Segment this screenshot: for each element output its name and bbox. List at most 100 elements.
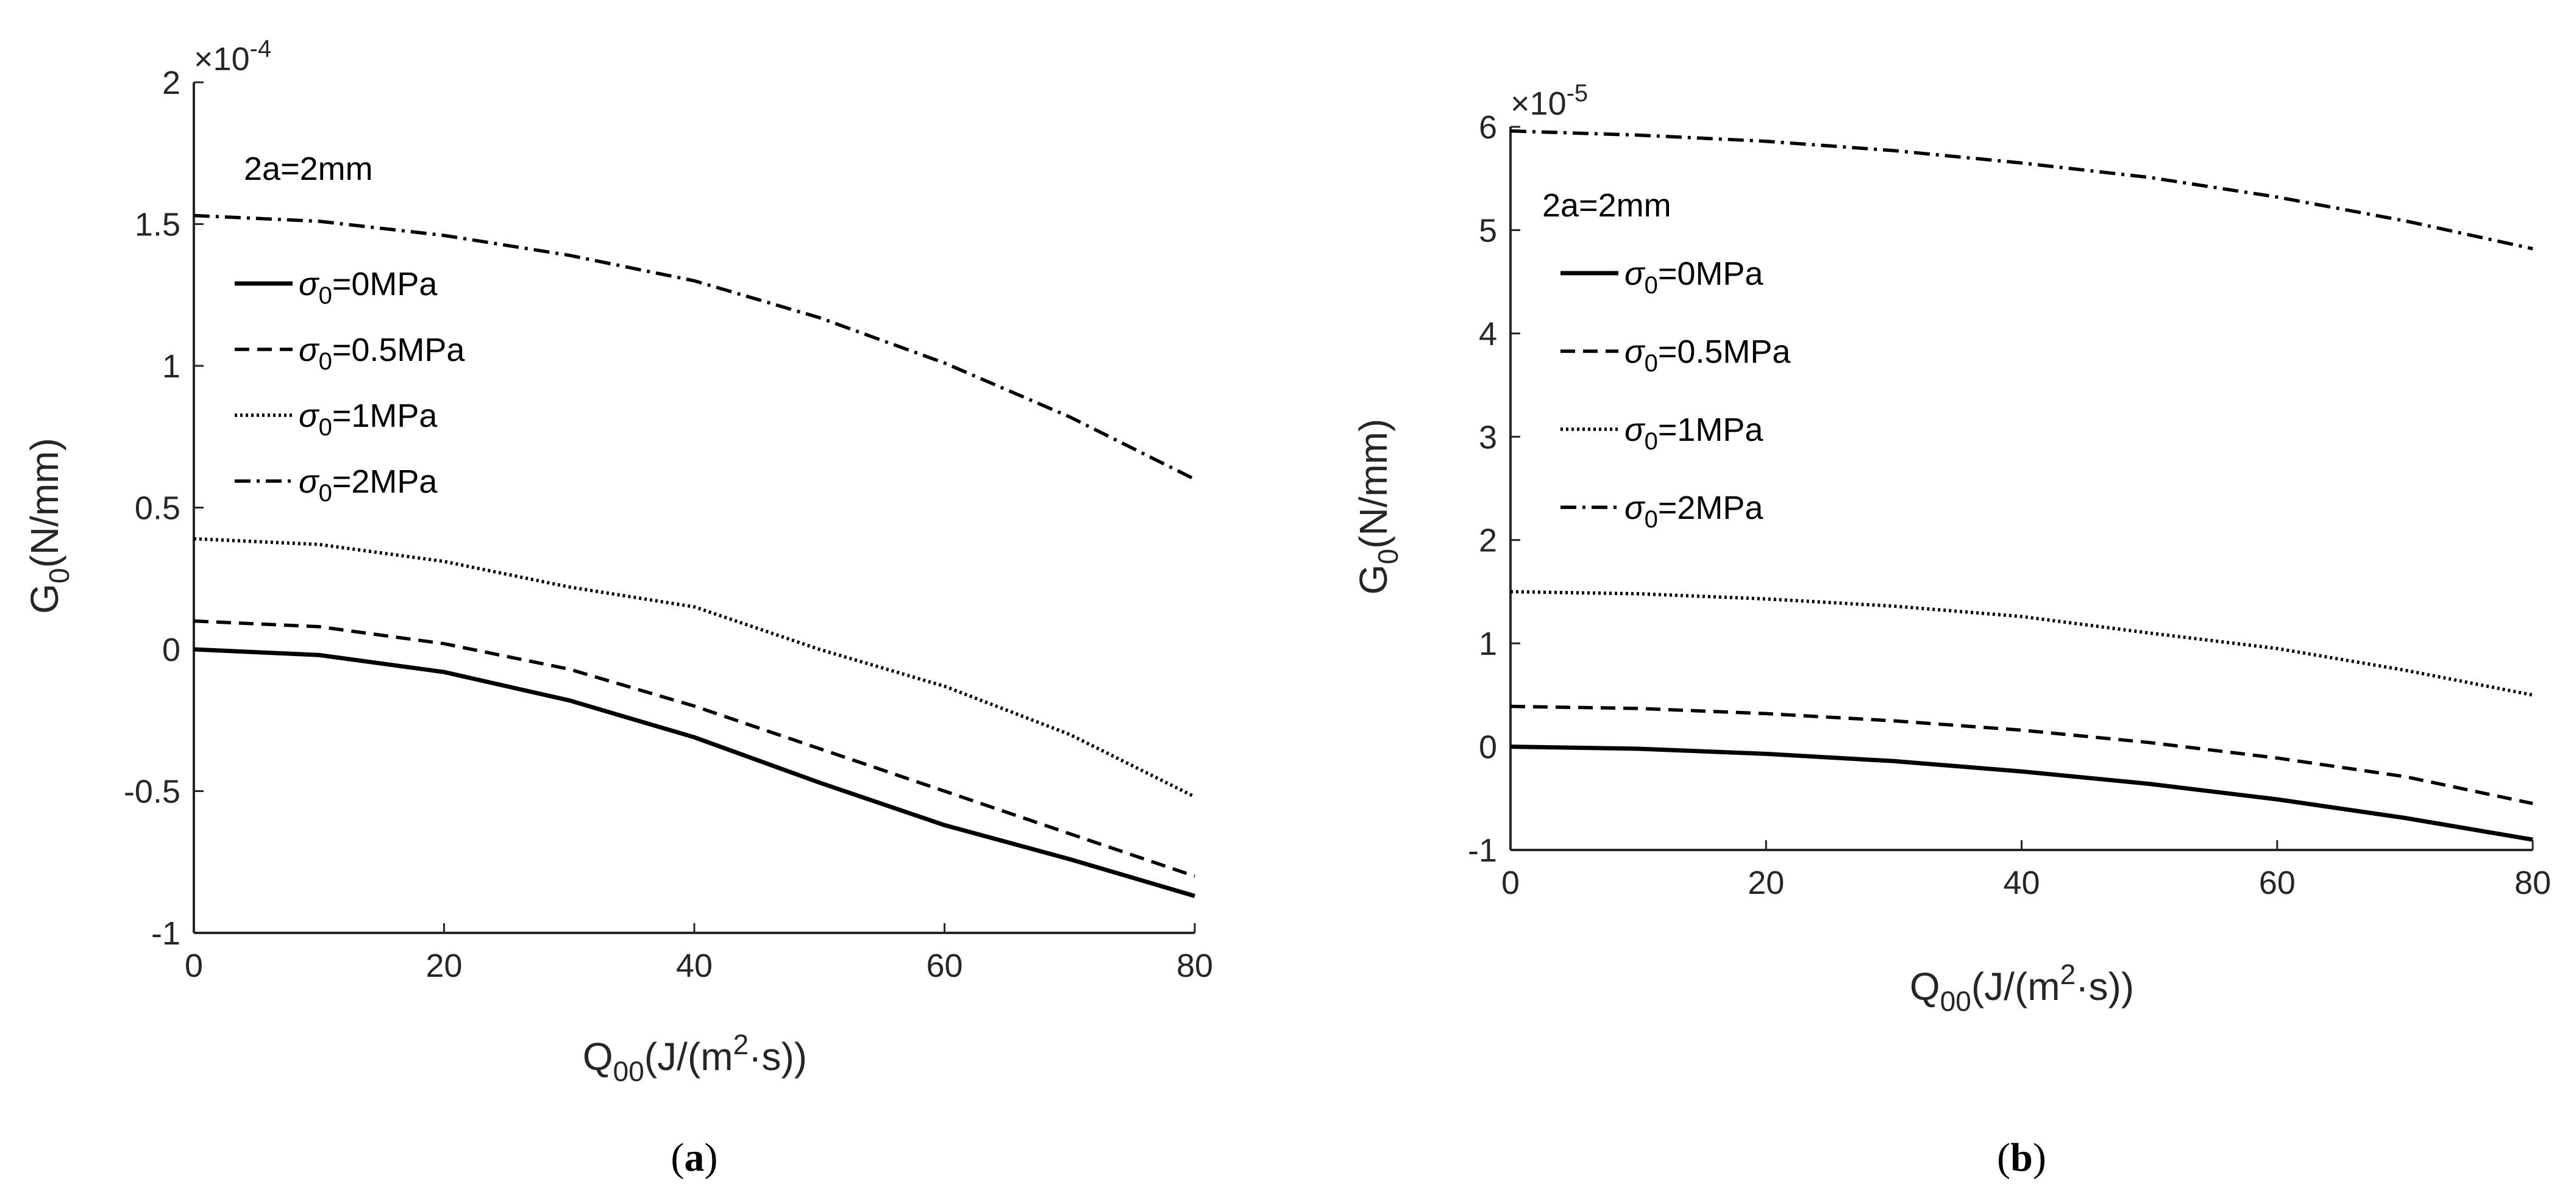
y-tick-label: 1 [162,348,180,385]
panel-paren-open: ( [1997,1135,2010,1180]
series-line-dashdot [193,213,1196,481]
panel-paren-close: ) [2033,1135,2046,1180]
y-label-base: G [1351,565,1395,595]
x-tick-label: 0 [1501,865,1520,901]
exponent-prefix: ×10 [194,41,250,77]
y-tick-label: 0.5 [135,490,180,527]
legend-value: =2MPa [332,463,438,500]
legend-symbol: σ [1624,334,1646,370]
legend-value: =1MPa [1658,412,1764,448]
panel-paren-close: ) [705,1135,718,1180]
legend-subscript: 0 [1645,428,1658,455]
y-label-subscript: 0 [43,568,75,584]
legend-value: =0.5MPa [332,332,466,368]
y-tick-label: 0 [162,632,180,668]
x-tick-label: 80 [2514,865,2551,901]
y-tick-label: -0.5 [124,774,180,810]
x-label-subscript: 00 [613,1055,644,1087]
chart-panel-a: -1-0.500.511.520 20 40 60 80×10-4σ0=0MPaσ0=0… [23,35,1213,1180]
legend-value: =1MPa [332,398,438,434]
x-tick-label: 20 [425,948,462,984]
exponent-label: ×10-4 [194,35,271,77]
series-line-solid [1510,744,2533,842]
legend-subscript: 0 [319,414,332,441]
legend-symbol: σ [299,332,320,368]
legend-subscript: 0 [319,348,332,375]
annotation-label: 2a=2mm [244,151,373,187]
x-label-unit-pre: (J/(m [1971,965,2060,1008]
annotation-label: 2a=2mm [1542,187,1671,224]
legend-subscript: 0 [1645,506,1658,533]
y-tick-label: 6 [1479,109,1497,146]
series-line-solid [193,647,1195,898]
exponent-label: ×10-5 [1510,80,1588,122]
x-tick-label: 40 [2003,865,2040,901]
legend-value: =2MPa [1658,490,1764,526]
x-label-unit-post: ·s)) [749,1035,807,1079]
y-label-subscript: 0 [1372,549,1404,565]
x-tick-label: 60 [926,948,962,984]
y-tick-label: 0 [1479,729,1497,766]
x-tick-label: 60 [2259,865,2296,901]
x-tick-label: 0 [185,948,203,984]
legend-symbol: σ [299,398,320,434]
panel-label: (b) [1997,1135,2046,1180]
y-axis-label: G0(N/mm) [23,438,75,614]
y-tick-label: 4 [1479,316,1497,352]
y-tick-label: 2 [162,65,180,101]
x-label-base: Q [583,1035,613,1079]
y-tick-label: 5 [1479,212,1497,249]
x-tick-label: 20 [1748,865,1784,901]
exponent-power: -4 [250,35,272,62]
y-label-unit: (N/mm) [23,438,66,568]
legend-subscript: 0 [319,480,332,507]
legend-subscript: 0 [1645,272,1658,299]
y-label-base: G [23,584,66,614]
legend-entry: σ0=2MPa [1624,490,1763,533]
legend-entry: σ0=1MPa [1624,412,1763,455]
legend-symbol: σ [1624,412,1646,448]
legend-subscript: 0 [1645,350,1658,377]
y-tick-label: 1 [1479,626,1497,662]
panel-letter: b [2010,1135,2033,1180]
legend-subscript: 0 [319,282,332,309]
x-tick-label: 40 [676,948,713,984]
y-label-unit: (N/mm) [1351,419,1395,549]
legend-entry: σ0=2MPa [299,463,438,507]
legend-entry: σ0=0.5MPa [1624,334,1791,377]
legend-symbol: σ [1624,255,1646,292]
series-line-dashdot [1510,129,2533,251]
series-line-dashed [1510,704,2533,805]
legend-value: =0MPa [1658,255,1764,292]
series-line-dashed [193,619,1195,878]
y-tick-label: -1 [1468,832,1497,869]
legend-entry: σ0=0.5MPa [299,332,465,375]
x-axis-label: Q00(J/(m2·s)) [1910,958,2134,1017]
legend-entry: σ0=0MPa [299,266,438,309]
series-line-dotted [193,537,1196,799]
legend-value: =0.5MPa [1658,334,1791,370]
exponent-prefix: ×10 [1510,85,1567,122]
y-tick-label: 1.5 [135,207,180,243]
x-label-unit-post: ·s)) [2076,965,2134,1008]
x-label-superscript: 2 [733,1029,749,1060]
panel-paren-open: ( [671,1135,685,1180]
series-line-dotted [1510,590,2533,697]
panel-letter: a [685,1135,705,1180]
x-label-unit-pre: (J/(m [644,1035,733,1079]
y-axis-label: G0(N/mm) [1351,419,1404,595]
legend-symbol: σ [1624,490,1646,526]
exponent-power: -5 [1567,80,1589,107]
legend-symbol: σ [299,463,320,500]
y-tick-label: 2 [1479,523,1497,559]
x-label-subscript: 00 [1940,985,1971,1017]
x-tick-label: 80 [1176,948,1213,984]
legend-symbol: σ [299,266,320,302]
panel-label: (a) [671,1135,718,1180]
x-label-superscript: 2 [2060,958,2076,990]
legend-entry: σ0=1MPa [299,398,438,441]
x-axis-label: Q00(J/(m2·s)) [583,1029,807,1087]
y-tick-label: 3 [1479,419,1497,455]
